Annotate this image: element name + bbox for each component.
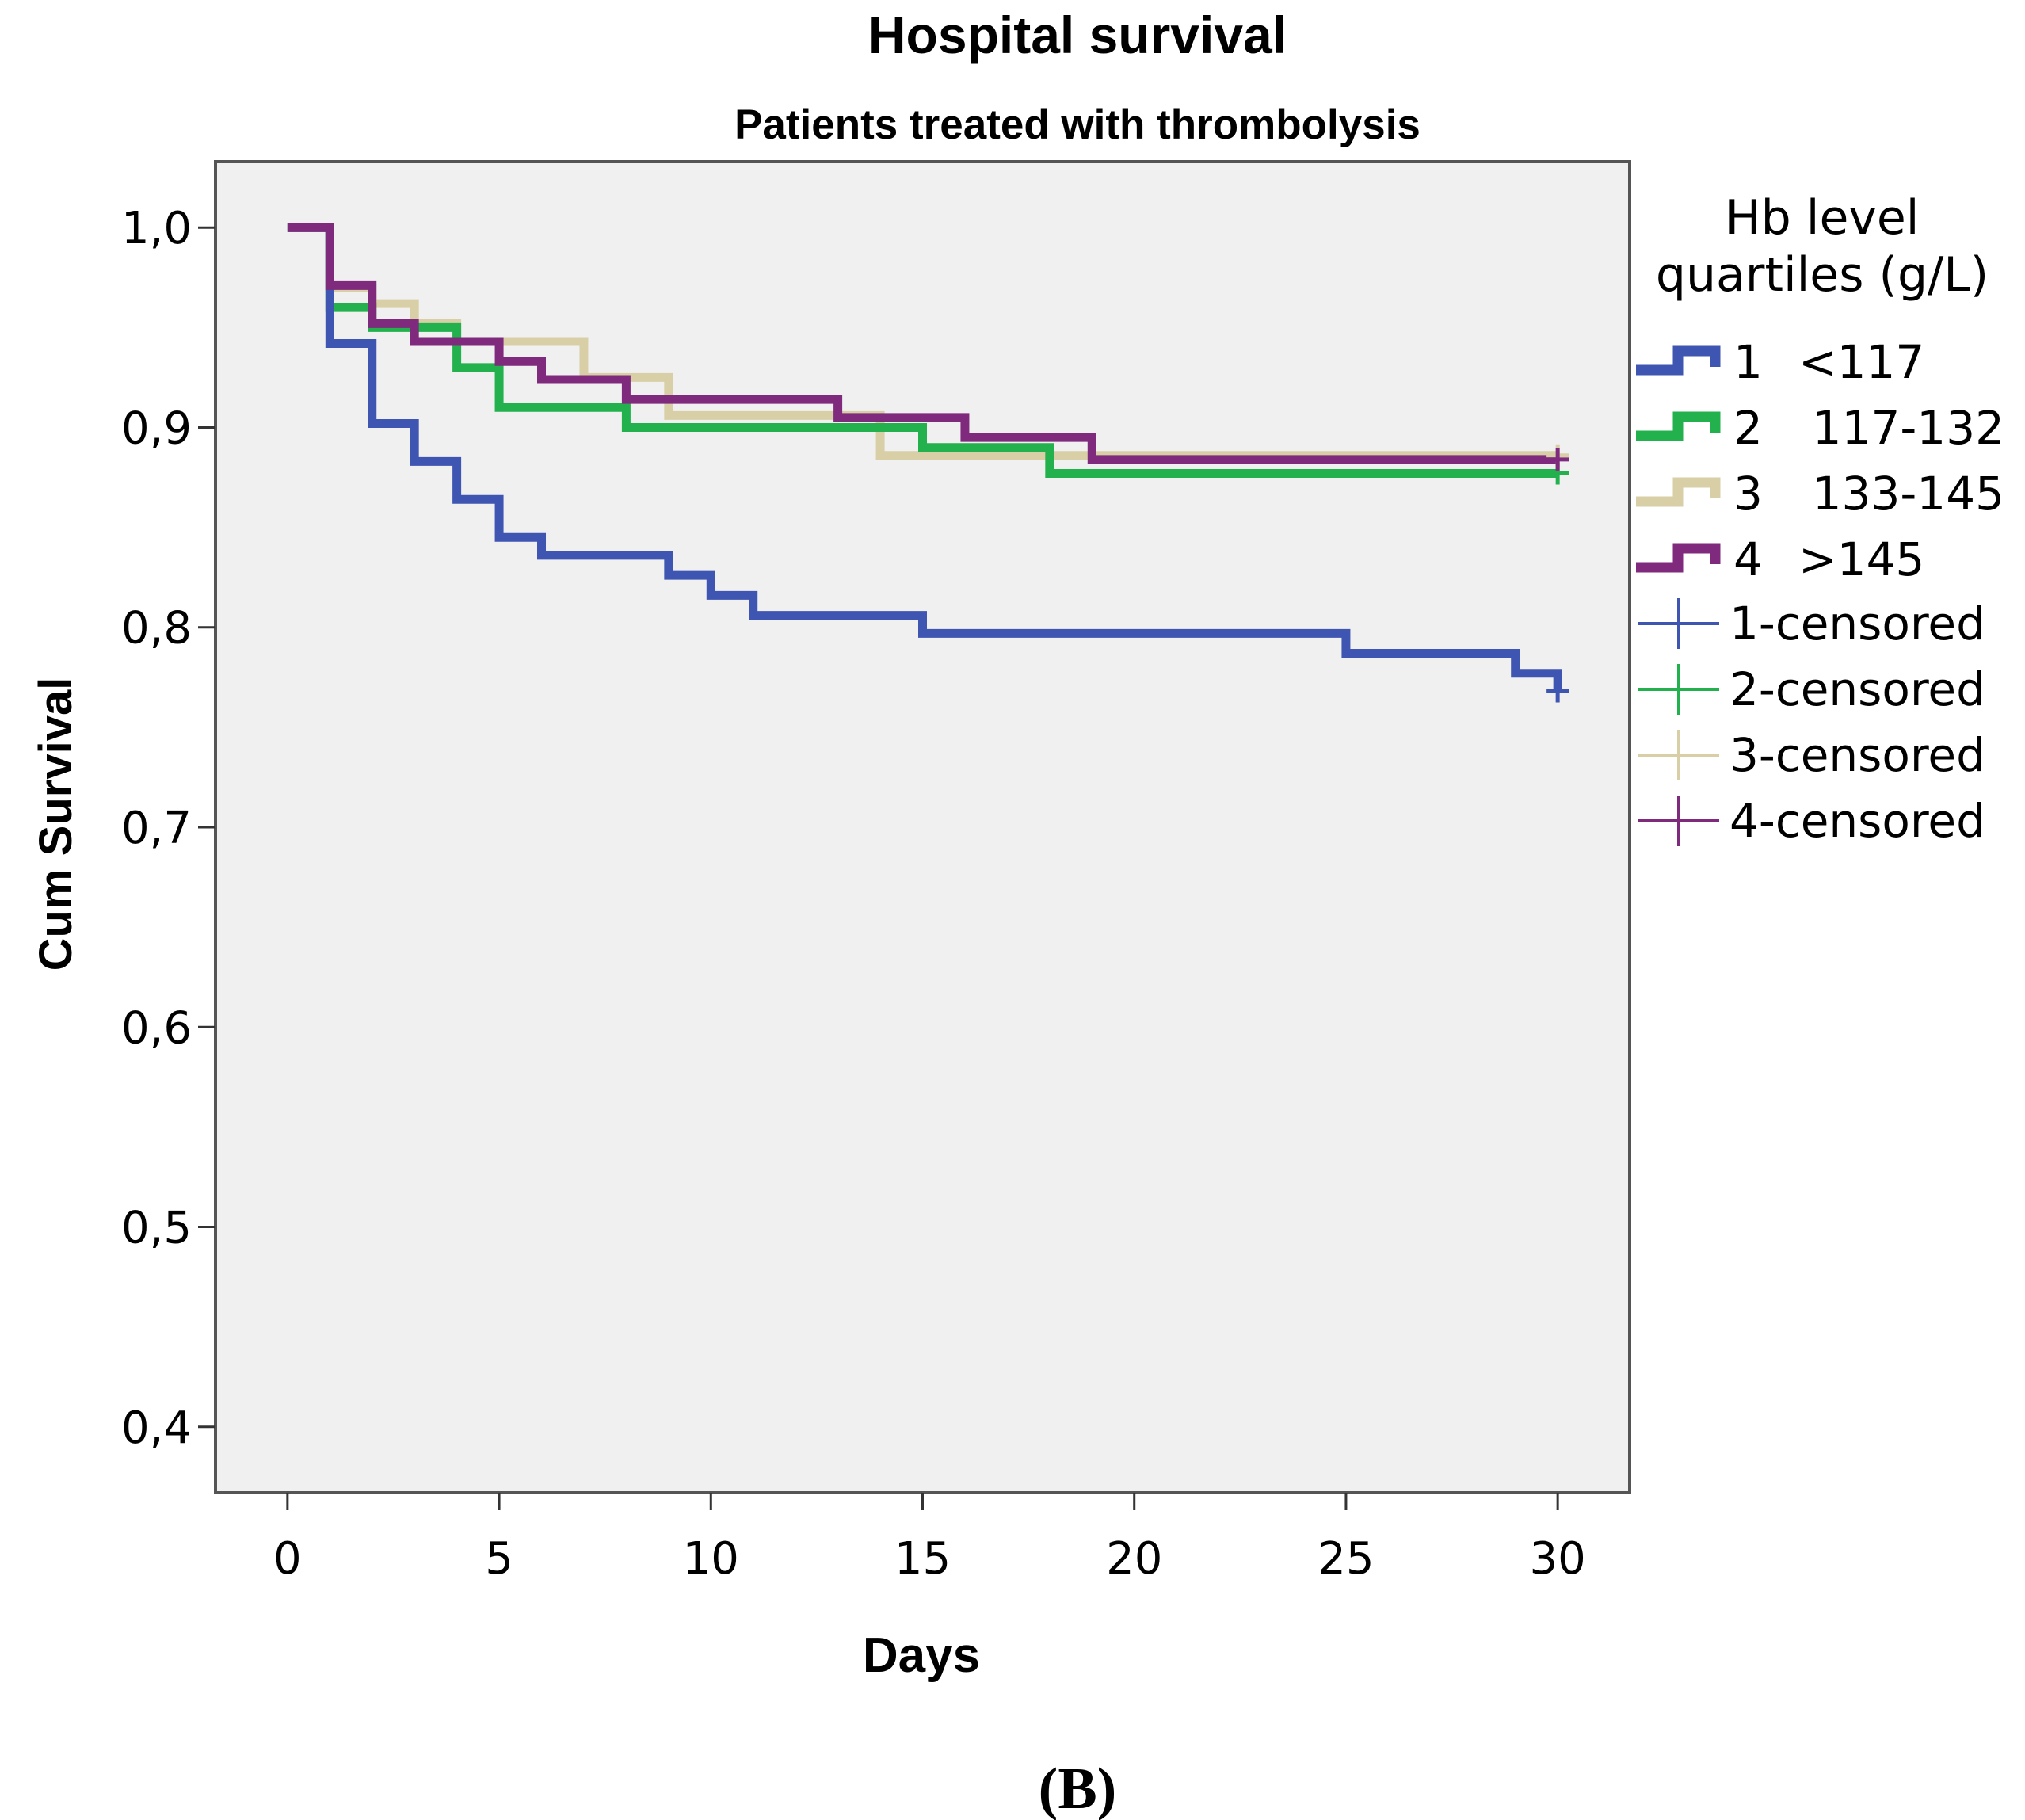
legend-censor-label-4: 4-censored [1729,794,1985,848]
legend-entries: 1 <117 2 117-132 3 133-145 4 >145 1-censored 2-ce… [1636,335,2004,848]
censor-marks [1546,444,1569,703]
legend-label-2: 2 [1733,401,1763,455]
legend-swatch-1 [1636,345,1721,376]
censor-mark-1 [1546,680,1569,703]
y-tick-label: 0,6 [121,1002,192,1054]
y-tick-label: 1,0 [121,203,192,254]
x-tick-label: 25 [1318,1533,1374,1585]
x-tick-label: 5 [485,1533,513,1585]
censor-mark-4 [1546,448,1569,471]
legend-censor-swatch-1 [1638,598,1719,649]
legend-range-3: 133-145 [1813,467,2004,521]
legend-title-line-2: quartiles (g/L) [1656,247,1989,303]
survival-curve-4 [287,223,1558,464]
legend-range-4: >145 [1798,532,1924,586]
legend-censor-label-3: 3-censored [1729,728,1985,782]
chart-subtitle: Patients treated with thrombolysis [734,101,1421,148]
legend-censor-swatch-4 [1638,796,1719,846]
legend-censor-swatch-3 [1638,730,1719,780]
y-axis: 1,0 0,9 0,8 0,7 0,6 0,5 0,4 [121,203,215,1454]
chart-title: Hospital survival [868,6,1287,64]
legend-label-4: 4 [1733,532,1763,586]
legend-range-2: 117-132 [1813,401,2004,455]
legend-censor-label-1: 1-censored [1729,597,1985,651]
x-tick-label: 20 [1106,1533,1162,1585]
x-axis: 0 5 10 15 20 25 30 [273,1493,1586,1585]
legend-title-line-1: Hb level [1726,190,1920,246]
x-tick-label: 15 [894,1533,951,1585]
legend-swatch-2 [1636,411,1721,441]
x-tick-label: 30 [1530,1533,1586,1585]
legend-range-1: <117 [1798,335,1924,389]
legend-censor-swatch-2 [1638,664,1719,715]
x-axis-title: Days [863,1628,980,1683]
panel-label: (B) [1039,1757,1117,1820]
legend-label-1: 1 [1733,335,1763,389]
plot-area [214,160,1631,1494]
y-tick-label: 0,9 [121,403,192,454]
y-axis-title: Cum Survival [30,677,82,971]
legend-swatch-3 [1636,477,1721,507]
survival-curve-1 [287,223,1562,692]
y-tick-label: 0,7 [121,803,192,854]
legend-label-3: 3 [1733,467,1763,521]
y-tick-label: 0,4 [121,1402,192,1454]
survival-curve-2 [287,223,1558,479]
x-tick-label: 10 [683,1533,739,1585]
y-tick-label: 0,5 [121,1203,192,1254]
y-tick-label: 0,8 [121,603,192,654]
survival-curves [287,223,1562,692]
legend-censor-label-2: 2-censored [1729,662,1985,716]
x-tick-label: 0 [273,1533,302,1585]
legend-swatch-4 [1636,543,1721,573]
